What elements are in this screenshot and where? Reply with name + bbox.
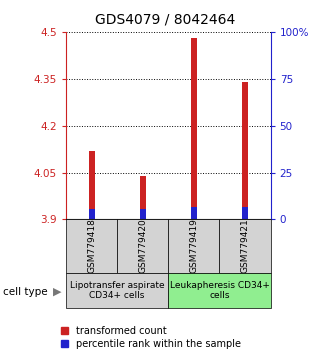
Bar: [88, 209, 95, 219]
FancyBboxPatch shape: [219, 219, 271, 273]
FancyBboxPatch shape: [117, 219, 168, 273]
Bar: [242, 82, 248, 219]
FancyBboxPatch shape: [168, 219, 219, 273]
FancyBboxPatch shape: [168, 273, 271, 308]
Text: GSM779418: GSM779418: [87, 218, 96, 274]
Text: GSM779421: GSM779421: [241, 219, 249, 273]
Text: Leukapheresis CD34+
cells: Leukapheresis CD34+ cells: [170, 281, 269, 300]
Text: cell type: cell type: [3, 287, 48, 297]
Text: GSM779420: GSM779420: [138, 219, 147, 273]
Text: GDS4079 / 8042464: GDS4079 / 8042464: [95, 12, 235, 27]
FancyBboxPatch shape: [66, 219, 117, 273]
Bar: [140, 210, 146, 219]
Bar: [191, 207, 197, 219]
Text: GSM779419: GSM779419: [189, 218, 198, 274]
Bar: [140, 176, 146, 219]
Bar: [88, 151, 95, 219]
FancyBboxPatch shape: [66, 273, 168, 308]
Bar: [242, 207, 248, 219]
Bar: [191, 38, 197, 219]
Text: ▶: ▶: [52, 287, 61, 297]
Legend: transformed count, percentile rank within the sample: transformed count, percentile rank withi…: [61, 326, 241, 349]
Text: Lipotransfer aspirate
CD34+ cells: Lipotransfer aspirate CD34+ cells: [70, 281, 164, 300]
